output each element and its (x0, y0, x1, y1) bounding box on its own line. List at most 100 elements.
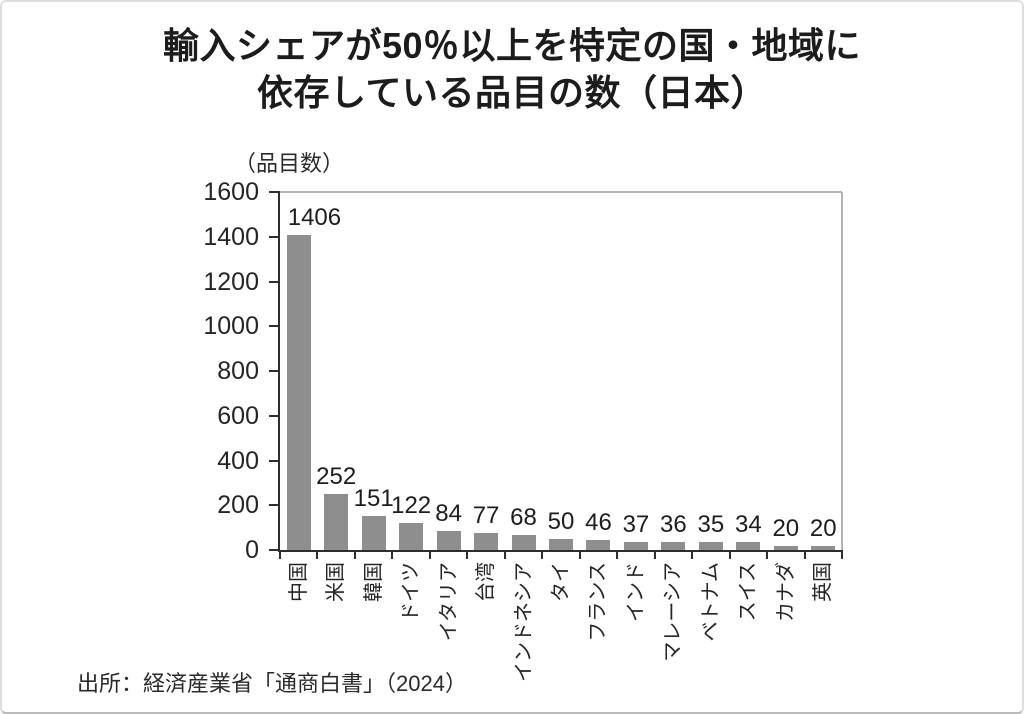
x-axis-label: ドイツ (400, 562, 423, 622)
bar (661, 541, 686, 550)
bar-value-label: 34 (734, 511, 762, 539)
x-axis-label: 中国 (287, 562, 310, 602)
x-axis-label: イタリア (437, 562, 460, 642)
bar-value-label: 20 (772, 514, 800, 542)
bar (586, 539, 611, 550)
y-axis-unit-label: （品目数） (234, 151, 345, 176)
x-axis-label: 韓国 (362, 562, 385, 602)
x-axis-tick (541, 552, 544, 559)
bar (324, 493, 349, 550)
x-axis-label-cell: スイス (730, 562, 767, 712)
y-axis-tick (269, 235, 278, 238)
x-axis-tick (653, 552, 656, 559)
y-axis-tick-label: 1200 (203, 267, 259, 296)
bar (286, 235, 311, 550)
bar (361, 516, 386, 550)
bar (623, 541, 648, 550)
bar-value-label: 252 (316, 462, 357, 490)
x-axis-tick (391, 552, 394, 559)
bar-value-label: 35 (697, 511, 725, 539)
x-axis-label: 英国 (812, 562, 835, 602)
bar (773, 545, 798, 550)
y-axis-tick-label: 1400 (203, 222, 259, 251)
y-axis-tick-label: 1600 (203, 178, 259, 206)
y-axis-tick-label: 200 (217, 491, 259, 520)
plot-top-border (280, 191, 842, 193)
x-axis-label-cell: マレーシア (655, 562, 692, 712)
x-axis-label: マレーシア (662, 562, 685, 662)
bar-value-label: 50 (547, 507, 575, 535)
y-axis-tick (269, 370, 278, 372)
x-axis-tick (803, 552, 806, 559)
x-axis-label: フランス (587, 562, 610, 642)
x-axis-label-cell: インドネシア (505, 562, 542, 712)
x-axis-tick (316, 552, 319, 559)
y-axis-tick (269, 504, 278, 507)
x-axis-tick (728, 552, 731, 559)
y-axis-tick (269, 191, 278, 193)
x-axis-label-cell: カナダ (767, 562, 804, 712)
x-axis-label-cell: タイ (542, 562, 579, 712)
x-axis-line (278, 550, 843, 552)
bar (436, 531, 461, 550)
x-axis-label-cell: 台湾 (467, 562, 504, 712)
x-axis-label-cell: ベトナム (692, 562, 729, 712)
bar-value-label: 77 (472, 501, 500, 529)
source-note: 出所：経済産業省「通商白書」（2024） (77, 671, 467, 696)
bar (736, 542, 761, 550)
x-axis-label-cell: フランス (580, 562, 617, 712)
x-axis-tick (766, 552, 769, 559)
bar-value-label: 68 (510, 503, 537, 531)
bar (811, 545, 836, 550)
y-axis-tick (269, 280, 278, 283)
x-axis-label: タイ (549, 562, 572, 602)
x-axis-label: カナダ (774, 562, 797, 622)
y-axis-tick-label: 600 (217, 401, 259, 430)
chart-title-line-1: 輸入シェアが50％以上を特定の国・地域に (162, 25, 862, 66)
bar-value-label: 84 (435, 500, 462, 528)
bar-value-label: 37 (622, 510, 650, 538)
bar-value-label: 122 (391, 491, 432, 519)
y-axis-line (278, 191, 280, 551)
bar-value-label: 36 (660, 510, 687, 538)
bar (549, 538, 573, 550)
x-axis-label: ベトナム (699, 562, 722, 642)
y-axis-tick-label: 400 (217, 446, 259, 475)
bar-value-label: 1406 (287, 204, 342, 232)
y-axis-tick (269, 325, 278, 328)
y-axis-tick-label: 0 (245, 536, 259, 564)
bar-value-label: 151 (353, 485, 394, 513)
x-axis-tick (353, 552, 356, 559)
bar (698, 542, 723, 550)
x-axis-label: 台湾 (475, 562, 498, 602)
x-axis-tick (503, 552, 506, 559)
x-axis-label-cell: インド (617, 562, 654, 712)
x-axis-label: インド (624, 562, 647, 622)
x-axis-tick (691, 552, 694, 559)
x-axis-label: 米国 (325, 562, 348, 602)
bar (511, 534, 536, 550)
bar (474, 532, 499, 550)
bar (399, 522, 424, 550)
x-axis-label: インドネシア (512, 562, 535, 682)
x-axis-label-cell: 英国 (805, 562, 842, 712)
x-axis-tick (841, 552, 843, 559)
x-axis-tick (466, 552, 469, 559)
bar-value-label: 20 (809, 514, 837, 542)
x-axis-label: スイス (737, 562, 760, 622)
chart-title-line-2: 依存している品目の数（日本） (257, 72, 767, 113)
x-axis-tick (578, 552, 581, 559)
y-axis-tick (269, 459, 278, 462)
bar-value-label: 46 (585, 508, 612, 536)
y-axis-tick (269, 414, 278, 417)
x-axis-tick (279, 552, 281, 559)
y-axis-tick-label: 1000 (203, 312, 259, 341)
y-axis-tick-label: 800 (217, 357, 259, 385)
y-axis-tick (269, 549, 278, 551)
x-axis-tick (616, 552, 619, 559)
plot-right-border (841, 192, 843, 550)
x-axis-tick (428, 552, 431, 559)
chart-title: 輸入シェアが50％以上を特定の国・地域に 依存している品目の数（日本） (2, 22, 1022, 116)
